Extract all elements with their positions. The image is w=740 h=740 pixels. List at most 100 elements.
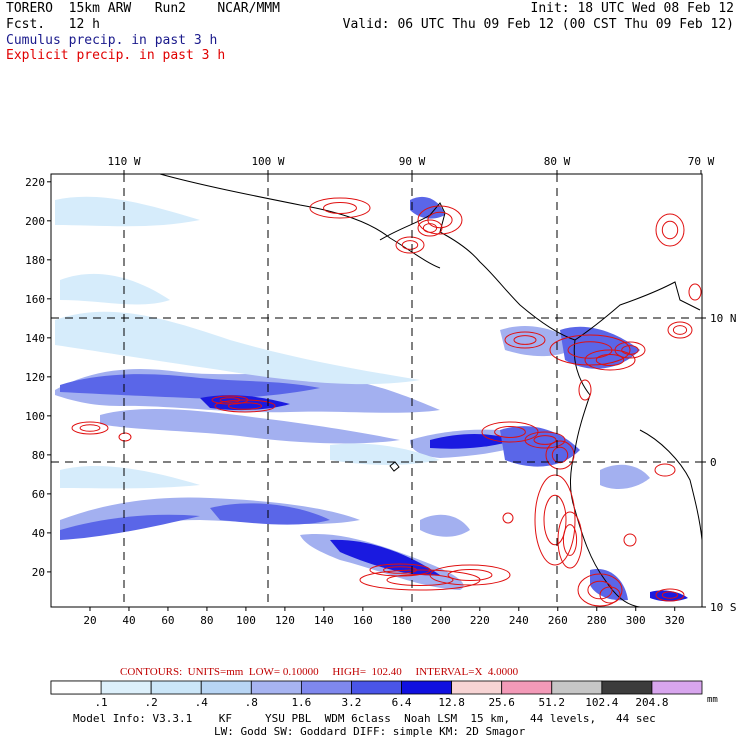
x-tick-label-6: 140 — [314, 614, 334, 627]
explicit-label: Explicit precip. in past 3 h — [6, 48, 226, 63]
init-time: Init: 18 UTC Wed 08 Feb 12 — [530, 1, 735, 16]
precip-shade-1 — [60, 374, 320, 399]
legend-swatch-blank — [50, 680, 102, 695]
coastline-5 — [389, 461, 400, 472]
x-tick-label-3: 80 — [200, 614, 213, 627]
lat-label-2: 10 S — [710, 601, 737, 614]
precip-shade-8 — [430, 434, 515, 449]
legend-level-1: .2 — [145, 696, 158, 709]
contour-22 — [655, 213, 685, 247]
precip-shade-4 — [60, 273, 170, 305]
lon-label-2: 90 W — [399, 155, 426, 168]
y-tick-label-7: 160 — [25, 293, 45, 306]
valid-time: Valid: 06 UTC Thu 09 Feb 12 (00 CST Thu … — [342, 17, 734, 32]
cumulus-label: Cumulus precip. in past 3 h — [6, 33, 218, 48]
legend-swatch-7 — [401, 680, 453, 695]
contour-inner-19 — [219, 397, 241, 403]
contour-inner-28 — [661, 591, 679, 599]
contour-28 — [655, 588, 685, 602]
legend-swatch-4 — [250, 680, 302, 695]
contour-inner-23 — [672, 325, 688, 335]
contour-inner-8 — [494, 426, 526, 438]
precip-shade-16 — [60, 465, 200, 489]
legend-level-3: .8 — [245, 696, 258, 709]
precip-shade-12 — [210, 503, 330, 525]
legend-level-10: 102.4 — [585, 696, 618, 709]
x-tick-label-10: 220 — [470, 614, 490, 627]
contour-11 — [534, 474, 576, 566]
x-tick-label-9: 200 — [431, 614, 451, 627]
legend-swatch-2 — [150, 680, 202, 695]
x-tick-label-12: 260 — [548, 614, 568, 627]
contour-13 — [577, 573, 623, 607]
x-tick-label-0: 20 — [83, 614, 96, 627]
contour-inner-7 — [621, 345, 639, 355]
x-tick-label-11: 240 — [509, 614, 529, 627]
contour-3 — [395, 236, 425, 254]
y-tick-label-8: 180 — [25, 254, 45, 267]
x-tick-label-1: 40 — [122, 614, 135, 627]
legend-swatch-6 — [351, 680, 402, 695]
y-tick-label-10: 220 — [25, 176, 45, 189]
model-info-line1: Model Info: V3.3.1 KF YSU PBL WDM 6class… — [73, 712, 656, 725]
legend-swatch-1 — [100, 680, 152, 695]
contour-16 — [359, 569, 481, 591]
map-frame — [50, 173, 703, 608]
coastline-2 — [574, 281, 701, 341]
legend-level-4: 1.6 — [291, 696, 311, 709]
precip-shade-18 — [560, 326, 640, 369]
x-tick-label-14: 300 — [626, 614, 646, 627]
precip-shade-5 — [55, 311, 420, 385]
x-tick-label-4: 100 — [236, 614, 256, 627]
x-tick-label-8: 180 — [392, 614, 412, 627]
coastline-4 — [639, 429, 703, 541]
contour-summary: CONTOURS: UNITS=mm LOW= 0.10000 HIGH= 10… — [120, 666, 519, 678]
y-tick-label-5: 120 — [25, 371, 45, 384]
precip-shade-11 — [60, 514, 200, 540]
y-tick-label-1: 40 — [32, 527, 45, 540]
legend-swatch-12 — [651, 680, 703, 695]
legend-swatch-3 — [200, 680, 252, 695]
contour-21 — [118, 432, 132, 442]
legend-level-0: .1 — [94, 696, 107, 709]
model-info-line2: LW: Godd SW: Goddard DIFF: simple KM: 2D… — [214, 725, 526, 738]
contour-inner-22 — [661, 220, 679, 240]
y-tick-label-3: 80 — [32, 449, 45, 462]
x-tick-label-7: 160 — [353, 614, 373, 627]
contour-inner-3 — [401, 240, 419, 250]
contour-inner-6 — [595, 354, 625, 366]
legend-level-2: .4 — [195, 696, 209, 709]
lon-label-4: 70 W — [688, 155, 715, 168]
model-title: TORERO 15km ARW Run2 NCAR/MMM — [6, 1, 280, 16]
contour-inner-9 — [533, 435, 557, 445]
legend-level-7: 12.8 — [438, 696, 465, 709]
x-tick-label-5: 120 — [275, 614, 295, 627]
y-tick-label-2: 60 — [32, 488, 45, 501]
legend-unit: mm — [707, 695, 718, 705]
lon-label-0: 110 W — [107, 155, 140, 168]
contour-inner-2 — [323, 202, 357, 214]
y-tick-label-4: 100 — [25, 410, 45, 423]
lon-label-1: 100 W — [251, 155, 284, 168]
legend-level-11: 204.8 — [635, 696, 668, 709]
contour-inner-12 — [562, 524, 578, 556]
contour-inner-10 — [551, 446, 569, 464]
contour-12 — [557, 511, 583, 569]
contour-6 — [584, 349, 636, 371]
contour-18 — [214, 399, 276, 413]
contour-2 — [309, 197, 371, 219]
contour-20 — [71, 421, 109, 435]
coastline-0 — [159, 173, 441, 269]
contour-19 — [211, 395, 249, 405]
contour-inner-1 — [422, 223, 438, 233]
legend-level-6: 6.4 — [392, 696, 412, 709]
legend-level-8: 25.6 — [488, 696, 515, 709]
contour-24 — [688, 283, 702, 301]
contour-7 — [614, 341, 646, 359]
legend-swatch-11 — [601, 680, 653, 695]
precip-shade-15 — [420, 514, 470, 537]
legend-swatch-9 — [501, 680, 553, 695]
precip-shade-23 — [410, 196, 445, 219]
contour-inner-11 — [543, 494, 567, 546]
